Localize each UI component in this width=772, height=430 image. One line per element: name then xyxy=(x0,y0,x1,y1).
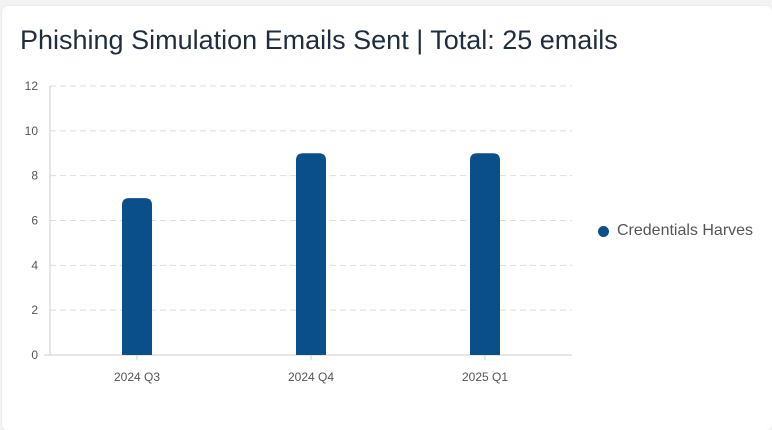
bars xyxy=(122,153,500,355)
x-tick-label: 2024 Q3 xyxy=(114,370,160,384)
y-tick-label: 10 xyxy=(25,124,39,138)
bar-2024-q3 xyxy=(122,198,152,355)
y-tick-label: 4 xyxy=(31,258,38,272)
tick-labels: 0 2 4 6 8 10 12 2024 Q3 2024 Q4 2025 Q1 xyxy=(25,79,509,384)
legend[interactable]: Credentials Harves xyxy=(598,220,756,242)
y-tick-label: 0 xyxy=(31,348,38,362)
y-tick-label: 12 xyxy=(25,79,39,93)
legend-label: Credentials Harves xyxy=(617,222,754,239)
chart-title: Phishing Simulation Emails Sent | Total:… xyxy=(20,25,618,55)
x-tick-label: 2024 Q4 xyxy=(288,370,334,384)
bar-2024-q4 xyxy=(296,153,326,355)
legend-swatch xyxy=(598,225,609,237)
x-tick-label: 2025 Q1 xyxy=(462,370,508,384)
y-tick-label: 8 xyxy=(31,169,38,183)
y-tick-label: 6 xyxy=(31,214,38,228)
bar-2025-q1 xyxy=(470,153,500,355)
y-tick-label: 2 xyxy=(31,303,38,317)
